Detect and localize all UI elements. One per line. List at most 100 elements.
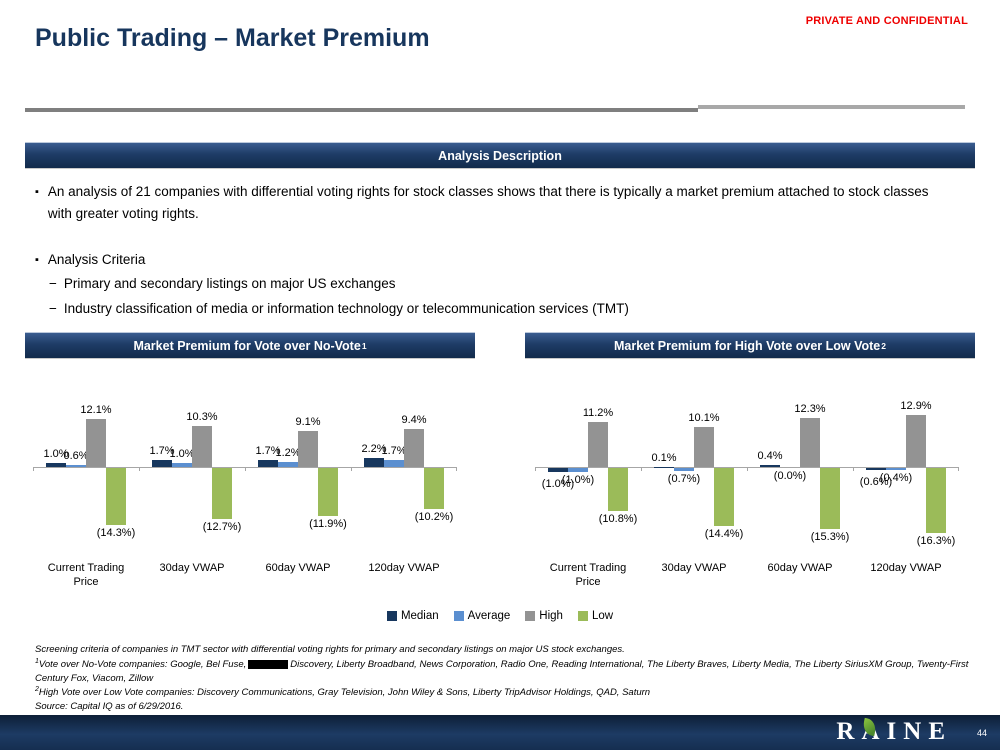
bar-label-average-60day-vwap: 1.2% <box>275 447 301 460</box>
bar-median-current-trading-price <box>548 468 568 472</box>
bar-label-high-60day-vwap: 9.1% <box>295 415 321 428</box>
bar-label-low-30day-vwap: (14.4%) <box>704 527 744 540</box>
footnote-source: Source: Capital IQ as of 6/29/2016. <box>35 701 184 713</box>
bar-label-high-current-trading-price: 11.2% <box>582 407 614 420</box>
bar-label-median-30day-vwap: 1.7% <box>149 445 175 458</box>
chart-header-high-vote-over-low-vote: Market Premium for High Vote over Low Vo… <box>525 332 975 358</box>
legend-swatch-high <box>525 611 536 621</box>
confidential-label: PRIVATE AND CONFIDENTIAL <box>805 15 968 27</box>
analysis-criteria-bullet: Analysis Criteria <box>35 249 970 271</box>
bar-label-low-current-trading-price: (14.3%) <box>96 527 136 540</box>
bar-average-60day-vwap <box>278 462 298 467</box>
bar-low-120day-vwap <box>926 468 946 534</box>
axis-tick <box>958 467 959 471</box>
analysis-criteria-title: Analysis Criteria <box>47 252 146 267</box>
bar-chart-vote-over-no-vote: 1.0% 0.6% 12.1% (14.3%) 1.7% 1.0% 10.3% (12.7%)… <box>33 385 457 557</box>
category-label-30day-vwap: 30day VWAP <box>661 562 727 574</box>
chart-title-right: Market Premium for High Vote over Low Vo… <box>614 338 881 353</box>
bar-average-30day-vwap <box>172 463 192 467</box>
bar-label-low-60day-vwap: (11.9%) <box>309 517 347 530</box>
bar-label-median-120day-vwap: 2.2% <box>361 443 387 456</box>
bar-label-median-120day-vwap: (0.6%) <box>859 476 893 489</box>
criteria-sub-bullet-1: Primary and secondary listings on major … <box>49 276 969 291</box>
bar-high-30day-vwap <box>694 426 714 467</box>
analysis-bullet-text: An analysis of 21 companies with differe… <box>47 184 929 221</box>
legend-swatch-average <box>453 611 464 621</box>
bar-label-median-60day-vwap: 1.7% <box>255 445 281 458</box>
legend-label-average: Average <box>467 610 511 622</box>
bar-label-median-current-trading-price: 1.0% <box>43 448 69 460</box>
legend-label-median: Median <box>400 610 439 622</box>
category-label-current-trading-price: Current Trading Price <box>47 562 125 589</box>
footnote-1-text-after: Discovery, Liberty Broadband, News Corpo… <box>35 658 969 684</box>
bar-high-current-trading-price <box>588 422 608 467</box>
bar-average-current-trading-price <box>568 468 588 472</box>
bar-label-low-120day-vwap: (16.3%) <box>916 535 956 548</box>
analysis-description-header: Analysis Description <box>25 142 975 168</box>
bar-median-120day-vwap <box>866 468 886 471</box>
bar-median-120day-vwap <box>364 458 384 467</box>
bar-low-30day-vwap <box>212 468 232 519</box>
bar-median-current-trading-price <box>46 463 66 467</box>
bar-label-average-30day-vwap: (0.7%) <box>667 472 701 485</box>
bar-low-30day-vwap <box>714 468 734 526</box>
bar-label-average-30day-vwap: 1.0% <box>169 448 195 460</box>
bar-label-low-60day-vwap: (15.3%) <box>810 531 850 544</box>
category-label-60day-vwap: 60day VWAP <box>265 562 331 574</box>
bar-median-30day-vwap <box>152 460 172 467</box>
bar-label-low-current-trading-price: (10.8%) <box>598 513 638 526</box>
bar-label-average-60day-vwap: (0.0%) <box>773 470 807 482</box>
axis-tick <box>535 467 536 471</box>
legend-item-median: Median <box>386 610 439 622</box>
bar-label-average-current-trading-price: 0.6% <box>63 449 89 462</box>
category-label-120day-vwap: 120day VWAP <box>870 562 942 574</box>
footnote-2-text: High Vote over Low Vote companies: Disco… <box>38 687 651 699</box>
category-axis-left: Current Trading Price 30day VWAP 60day VWA… <box>33 561 457 593</box>
bar-label-average-120day-vwap: 1.7% <box>381 445 407 458</box>
bar-label-high-120day-vwap: 9.4% <box>401 414 427 427</box>
legend-label-high: High <box>539 610 563 622</box>
axis-tick <box>747 467 748 471</box>
bar-label-median-60day-vwap: 0.4% <box>757 450 783 463</box>
axis-tick <box>139 467 140 471</box>
bar-high-60day-vwap <box>298 430 318 467</box>
bar-average-30day-vwap <box>674 468 694 471</box>
bar-low-current-trading-price <box>106 468 126 526</box>
legend-swatch-low <box>577 611 588 621</box>
bar-label-low-120day-vwap: (10.2%) <box>414 510 454 523</box>
bar-label-high-30day-vwap: 10.1% <box>688 411 720 424</box>
category-label-60day-vwap: 60day VWAP <box>767 562 833 574</box>
criteria-sub-bullet-2: Industry classification of media or info… <box>49 301 969 316</box>
bar-low-60day-vwap <box>318 468 338 516</box>
bar-high-120day-vwap <box>404 429 424 467</box>
bar-median-60day-vwap <box>258 460 278 467</box>
axis-tick <box>853 467 854 471</box>
raine-logo-text: RAINE <box>836 718 952 745</box>
category-label-30day-vwap: 30day VWAP <box>159 562 225 574</box>
divider-line-left <box>25 108 698 112</box>
footnotes: Screening criteria of companies in TMT s… <box>35 643 970 714</box>
raine-logo: RAINE <box>836 717 952 746</box>
footnote-1: 1Vote over No-Vote companies: Google, Be… <box>35 657 970 686</box>
footnote-1-text-before: Vote over No-Vote companies: Google, Bel… <box>38 658 247 670</box>
chart-legend: Median Average High Low <box>0 610 1000 622</box>
bar-high-30day-vwap <box>192 425 212 467</box>
bar-label-high-60day-vwap: 12.3% <box>794 402 826 415</box>
bar-label-high-120day-vwap: 12.9% <box>900 400 932 413</box>
bar-label-average-current-trading-price: (1.0%) <box>561 474 595 486</box>
divider-line-right <box>698 105 965 109</box>
bar-high-current-trading-price <box>86 418 106 467</box>
bar-label-median-current-trading-price: (1.0%) <box>541 478 575 490</box>
bar-average-current-trading-price <box>66 464 86 467</box>
bar-label-low-30day-vwap: (12.7%) <box>202 520 242 533</box>
bar-label-median-30day-vwap: 0.1% <box>651 451 677 464</box>
category-label-current-trading-price: Current Trading Price <box>549 562 627 589</box>
legend-item-average: Average <box>453 610 511 622</box>
chart-title-left: Market Premium for Vote over No-Vote <box>133 338 361 353</box>
axis-tick <box>33 467 34 471</box>
analysis-description-title: Analysis Description <box>438 148 562 163</box>
page-title: Public Trading – Market Premium <box>35 24 430 52</box>
bar-label-high-30day-vwap: 10.3% <box>186 410 218 423</box>
category-axis-right: Current Trading Price 30day VWAP 60day VWA… <box>535 561 959 593</box>
